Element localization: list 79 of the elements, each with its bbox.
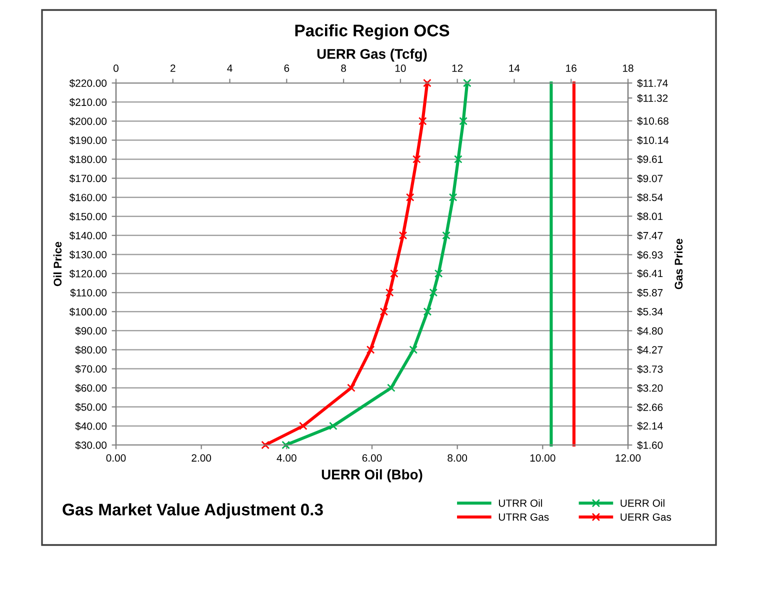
y2-tick-label: $3.73 xyxy=(637,365,663,374)
y2-tick-label: $6.93 xyxy=(637,250,663,260)
y2-tick-label: $11.74 xyxy=(637,79,668,88)
y2-tick-label: $8.54 xyxy=(637,193,663,202)
x2-tick-label: 0 xyxy=(114,64,118,72)
x2-axis-title: UERR Gas (Tcfg) xyxy=(317,48,427,62)
y2-tick-label: $3.20 xyxy=(637,384,663,392)
x-tick-label: 6.00 xyxy=(362,454,382,462)
y2-tick-label: $9.61 xyxy=(637,155,663,164)
x2-tick-label: 12 xyxy=(452,64,463,72)
x2-tick-label: 14 xyxy=(509,64,520,72)
y-tick-label: $190.00 xyxy=(69,136,107,145)
y-tick-label: $90.00 xyxy=(75,326,107,336)
y-axis-title: Oil Price xyxy=(53,242,62,286)
point xyxy=(434,269,443,278)
y-tick-label: $170.00 xyxy=(69,174,107,183)
y2-tick-label: $7.47 xyxy=(637,232,663,240)
x-tick-label: 4.00 xyxy=(276,454,296,462)
y-tick-label: $220.00 xyxy=(69,79,107,88)
y-tick-label: $180.00 xyxy=(69,155,107,164)
x2-tick-label: 2 xyxy=(170,64,176,72)
y2-tick-label: $6.41 xyxy=(637,269,663,278)
y2-tick-label: $1.60 xyxy=(637,441,663,450)
y2-tick-label: $4.80 xyxy=(637,326,663,336)
y2-tick-label: $2.14 xyxy=(637,422,663,430)
x-tick-label: 0.00 xyxy=(106,454,126,462)
y-tick-label: $140.00 xyxy=(69,231,107,240)
y-tick-label: $120.00 xyxy=(69,270,107,278)
point xyxy=(329,422,338,430)
x2-tick-label: 16 xyxy=(566,64,576,72)
x2-tick-label: 18 xyxy=(623,64,634,72)
y2-tick-label: $2.66 xyxy=(637,403,663,412)
x2-tick-label: 4 xyxy=(227,64,232,72)
x-tick-label: 2.00 xyxy=(192,454,212,462)
x-axis-title: UERR Oil (Bbo) xyxy=(322,469,422,482)
x2-tick-label: 10 xyxy=(395,64,406,72)
point xyxy=(423,307,432,316)
y-tick-label: $160.00 xyxy=(69,193,107,202)
y-tick-label: $50.00 xyxy=(75,402,107,412)
y2-tick-label: $9.07 xyxy=(637,174,663,183)
y2-tick-label: $5.87 xyxy=(637,288,663,298)
point xyxy=(462,78,472,88)
y-tick-label: $210.00 xyxy=(69,98,107,107)
y-tick-label: $30.00 xyxy=(75,441,107,450)
x2-tick-label: 8 xyxy=(341,64,346,72)
point xyxy=(282,440,290,450)
y2-tick-label: $8.01 xyxy=(637,212,663,221)
legend-label: UERR Oil xyxy=(620,499,664,507)
legend-label: UTRR Oil xyxy=(498,499,542,507)
point xyxy=(454,155,462,164)
y2-tick-label: $11.32 xyxy=(637,94,668,102)
x-tick-label: 10.00 xyxy=(530,454,556,462)
point xyxy=(442,231,450,240)
y-tick-label: $200.00 xyxy=(69,117,107,126)
text: Gas Market Value Adjustment 0.3 xyxy=(62,503,323,519)
y-tick-label: $70.00 xyxy=(75,364,107,374)
y-tick-label: $40.00 xyxy=(75,422,107,430)
y2-tick-label: $4.27 xyxy=(637,346,663,354)
y2-tick-label: $10.68 xyxy=(637,116,668,126)
y-tick-label: $60.00 xyxy=(75,384,107,392)
chart-title: Pacific Region OCS xyxy=(295,24,450,40)
point xyxy=(409,346,418,354)
y2-axis-title: Gas Price xyxy=(674,238,683,290)
y-tick-label: $110.00 xyxy=(70,288,107,298)
legend-label: UERR Gas xyxy=(620,513,672,521)
x-tick-label: 12.00 xyxy=(616,454,641,462)
point xyxy=(387,384,396,392)
x2-tick-label: 6 xyxy=(284,64,290,72)
point xyxy=(429,288,438,297)
y-tick-label: $100.00 xyxy=(69,308,107,316)
y2-tick-label: $10.14 xyxy=(637,136,669,145)
legend-label: UTRR Gas xyxy=(498,513,549,521)
point xyxy=(448,193,458,202)
point xyxy=(459,116,468,126)
y-tick-label: $80.00 xyxy=(75,346,107,354)
y-tick-label: $150.00 xyxy=(69,212,107,221)
y2-tick-label: $5.34 xyxy=(637,308,663,316)
x-tick-label: 8.00 xyxy=(448,454,468,462)
y-tick-label: $130.00 xyxy=(69,250,107,259)
